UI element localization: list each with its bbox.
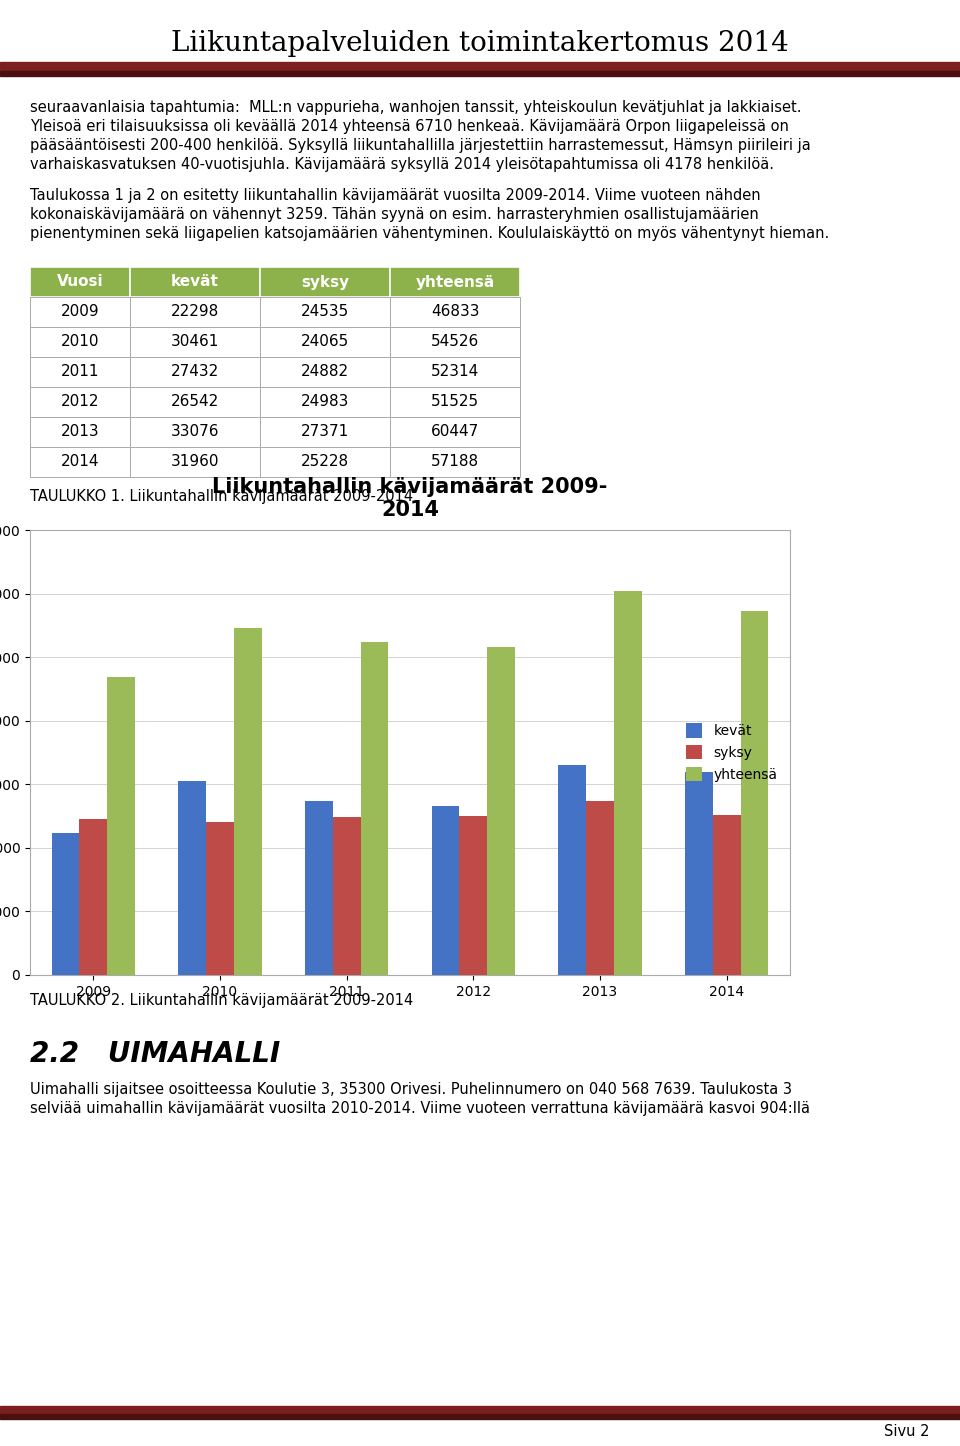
Bar — [260, 447, 390, 477]
Text: 2014: 2014 — [60, 454, 99, 470]
Text: seuraavanlaisia tapahtumia:  MLL:n vappurieha, wanhojen tanssit, yhteiskoulun ke: seuraavanlaisia tapahtumia: MLL:n vappur… — [30, 100, 802, 116]
Bar — [684, 772, 712, 975]
Title: Liikuntahallin kävijamäärät 2009-
2014: Liikuntahallin kävijamäärät 2009- 2014 — [212, 477, 608, 521]
Bar — [260, 296, 390, 327]
Bar — [260, 357, 390, 388]
Text: 33076: 33076 — [171, 425, 219, 440]
Text: 30461: 30461 — [171, 334, 219, 350]
Bar — [130, 388, 260, 416]
Bar — [390, 327, 520, 357]
Text: 27371: 27371 — [300, 425, 349, 440]
Bar — [0, 1406, 960, 1414]
Text: Yleisoä eri tilaisuuksissa oli keväällä 2014 yhteensä 6710 henkeaä. Kävijamäärä : Yleisoä eri tilaisuuksissa oli keväällä … — [30, 119, 789, 134]
Bar — [108, 677, 135, 975]
Bar — [206, 821, 234, 975]
Text: Liikuntapalveluiden toimintakertomus 2014: Liikuntapalveluiden toimintakertomus 201… — [171, 30, 789, 56]
Text: kevät: kevät — [171, 275, 219, 289]
Bar — [260, 268, 390, 296]
Bar — [614, 591, 642, 975]
Bar — [30, 416, 130, 447]
Text: TAULUKKO 2. Liikuntahallin kävijamäärät 2009-2014: TAULUKKO 2. Liikuntahallin kävijamäärät … — [30, 993, 413, 1008]
Text: 27432: 27432 — [171, 364, 219, 379]
Bar — [52, 833, 80, 975]
Text: 26542: 26542 — [171, 395, 219, 409]
Text: pienentyminen sekä liigapelien katsojamäärien vähentyminen. Koululaiskäyttö on m: pienentyminen sekä liigapelien katsojamä… — [30, 226, 829, 241]
Text: 51525: 51525 — [431, 395, 479, 409]
Legend: kevät, syksy, yhteensä: kevät, syksy, yhteensä — [681, 717, 783, 787]
Bar — [558, 765, 586, 975]
Bar — [30, 388, 130, 416]
Bar — [712, 814, 740, 975]
Text: TAULUKKO 1. Liikuntahallin kävijamäärät 2009-2014: TAULUKKO 1. Liikuntahallin kävijamäärät … — [30, 489, 413, 505]
Text: Sivu 2: Sivu 2 — [884, 1424, 930, 1439]
Bar — [390, 268, 520, 296]
Text: 31960: 31960 — [171, 454, 219, 470]
Text: kokonaiskävijamäärä on vähennyt 3259. Tähän syynä on esim. harrasteryhmien osall: kokonaiskävijamäärä on vähennyt 3259. Tä… — [30, 207, 758, 223]
Bar — [361, 642, 389, 975]
Bar — [130, 327, 260, 357]
Text: 46833: 46833 — [431, 305, 479, 320]
Text: 52314: 52314 — [431, 364, 479, 379]
Bar — [130, 447, 260, 477]
Bar — [0, 1414, 960, 1419]
Bar — [432, 807, 460, 975]
Text: 60447: 60447 — [431, 425, 479, 440]
Text: 2012: 2012 — [60, 395, 99, 409]
Bar — [130, 268, 260, 296]
Text: Vuosi: Vuosi — [57, 275, 104, 289]
Bar — [333, 817, 361, 975]
Bar — [740, 612, 768, 975]
Bar — [305, 801, 333, 975]
Text: varhaiskasvatuksen 40-vuotisjuhla. Kävijamäärä syksyllä 2014 yleisötapahtumissa: varhaiskasvatuksen 40-vuotisjuhla. Kävij… — [30, 158, 774, 172]
Text: Taulukossa 1 ja 2 on esitetty liikuntahallin kävijamäärät vuosilta 2009-2014. Vi: Taulukossa 1 ja 2 on esitetty liikuntaha… — [30, 188, 760, 202]
Text: Uimahalli sijaitsee osoitteessa Koulutie 3, 35300 Orivesi. Puhelinnumero on 040 : Uimahalli sijaitsee osoitteessa Koulutie… — [30, 1082, 792, 1098]
Text: 24882: 24882 — [300, 364, 349, 379]
Bar — [586, 801, 614, 975]
Bar — [390, 388, 520, 416]
Text: 24983: 24983 — [300, 395, 349, 409]
Bar — [130, 416, 260, 447]
Bar — [30, 268, 130, 296]
Bar — [0, 62, 960, 69]
Text: 24535: 24535 — [300, 305, 349, 320]
Text: pääsääntöisesti 200-400 henkilöä. Syksyllä liikuntahallilla järjestettiin harras: pääsääntöisesti 200-400 henkilöä. Syksyl… — [30, 137, 811, 153]
Bar — [460, 816, 488, 975]
Bar — [260, 388, 390, 416]
Text: 54526: 54526 — [431, 334, 479, 350]
Bar — [260, 416, 390, 447]
Text: selviää uimahallin kävijamäärät vuosilta 2010-2014. Viime vuoteen verrattuna käv: selviää uimahallin kävijamäärät vuosilta… — [30, 1100, 810, 1116]
Bar — [260, 327, 390, 357]
Bar — [234, 629, 262, 975]
Bar — [0, 71, 960, 77]
Bar — [80, 818, 108, 975]
Bar — [390, 416, 520, 447]
Bar — [30, 296, 130, 327]
Bar — [130, 357, 260, 388]
Bar — [30, 447, 130, 477]
Bar — [30, 327, 130, 357]
Text: 24065: 24065 — [300, 334, 349, 350]
Text: 22298: 22298 — [171, 305, 219, 320]
Text: 2013: 2013 — [60, 425, 99, 440]
Bar — [390, 357, 520, 388]
Text: 2010: 2010 — [60, 334, 99, 350]
Text: 2.2   UIMAHALLI: 2.2 UIMAHALLI — [30, 1040, 280, 1069]
Bar — [179, 781, 206, 975]
Bar — [130, 296, 260, 327]
Text: syksy: syksy — [300, 275, 349, 289]
Bar — [30, 357, 130, 388]
Text: 2009: 2009 — [60, 305, 99, 320]
Text: 2011: 2011 — [60, 364, 99, 379]
Text: 57188: 57188 — [431, 454, 479, 470]
Bar — [488, 648, 516, 975]
Text: 25228: 25228 — [300, 454, 349, 470]
Bar — [390, 296, 520, 327]
Bar — [390, 447, 520, 477]
Text: yhteensä: yhteensä — [416, 275, 494, 289]
